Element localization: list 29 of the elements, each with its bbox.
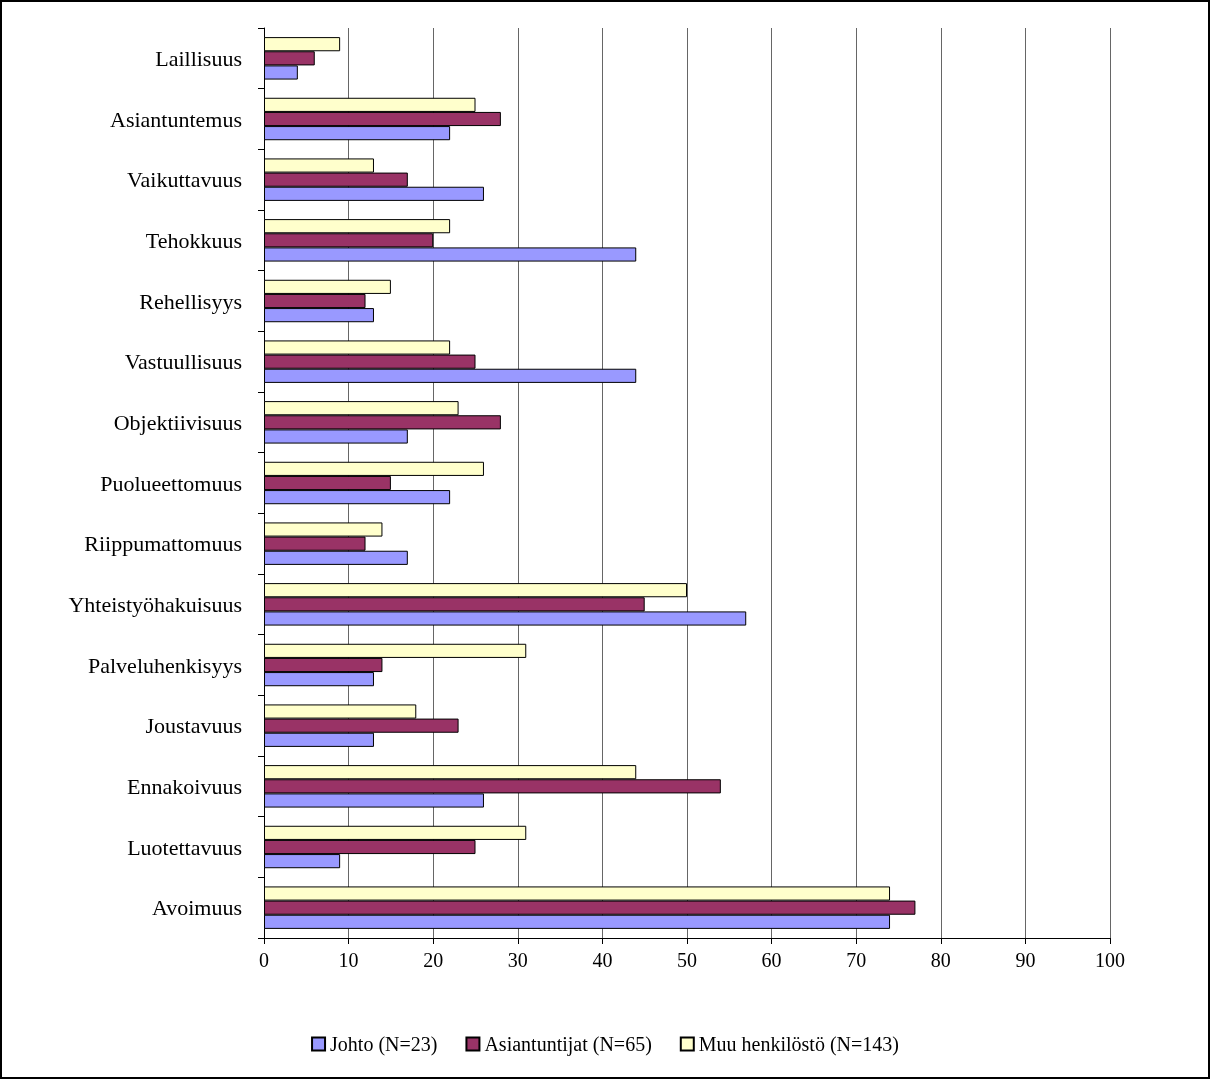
y-tick-label: Rehellisyys	[139, 288, 242, 314]
x-tick-label: 80	[930, 949, 951, 971]
legend-label: Johto (N=23)	[330, 1033, 438, 1056]
x-tick-label: 70	[846, 949, 867, 971]
y-tick-label: Avoimuus	[151, 895, 242, 921]
y-tick-label: Ennakoivuus	[127, 773, 242, 799]
y-tick-label: Palveluhenkisyys	[88, 652, 242, 678]
y-tick-label: Puolueettomuus	[100, 470, 242, 496]
x-tick-label: 10	[338, 949, 359, 971]
y-tick-label: Joustavuus	[145, 713, 242, 739]
x-tick-label: 100	[1095, 949, 1125, 971]
y-tick-label: Riippumattomuus	[84, 531, 242, 557]
legend-label: Asiantuntijat (N=65)	[484, 1033, 652, 1056]
x-tick-label: 90	[1015, 949, 1036, 971]
legend-label: Muu henkilöstö (N=143)	[698, 1033, 899, 1056]
y-tick-label: Asiantuntemus	[110, 106, 242, 132]
x-tick-label: 20	[423, 949, 444, 971]
y-tick-label: Luotettavuus	[127, 834, 242, 860]
y-tick-label: Yhteistyöhakuisuus	[68, 591, 242, 617]
y-tick-label: Vastuullisuus	[124, 349, 242, 375]
x-tick-label: 60	[761, 949, 782, 971]
x-tick-label: 40	[592, 949, 613, 971]
x-tick-label: 0	[259, 949, 269, 971]
y-tick-label: Vaikuttavuus	[127, 167, 242, 193]
x-tick-label: 30	[507, 949, 528, 971]
y-tick-label: Objektiivisuus	[113, 409, 242, 435]
x-tick-label: 50	[677, 949, 697, 971]
y-tick-label: Tehokkuus	[145, 227, 242, 253]
y-tick-label: Laillisuus	[155, 45, 242, 71]
